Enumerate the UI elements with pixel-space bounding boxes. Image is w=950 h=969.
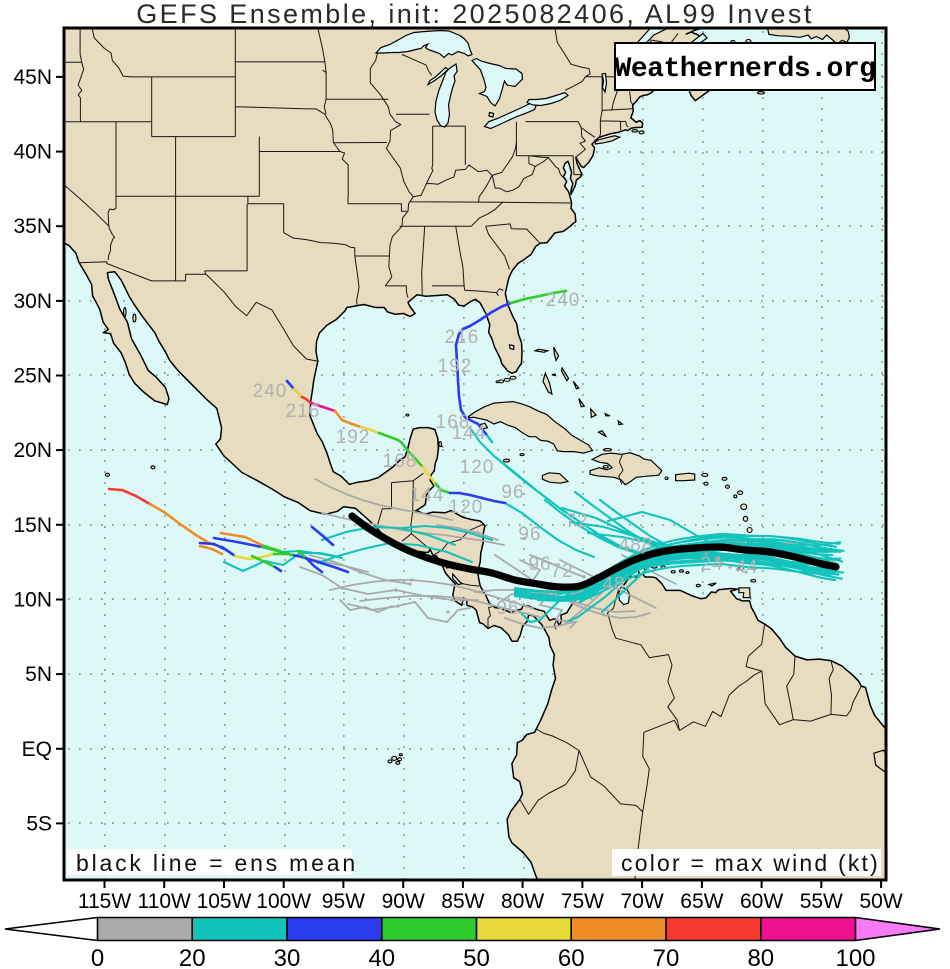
svg-text:40N: 40N — [13, 141, 52, 164]
svg-text:115W: 115W — [78, 890, 131, 913]
svg-text:100: 100 — [835, 945, 875, 969]
svg-text:0: 0 — [91, 945, 104, 969]
svg-text:96: 96 — [501, 482, 524, 503]
svg-text:60W: 60W — [740, 890, 783, 913]
svg-text:65W: 65W — [680, 890, 723, 913]
svg-text:5S: 5S — [26, 812, 52, 835]
svg-text:105W: 105W — [197, 890, 252, 913]
svg-text:50: 50 — [463, 945, 490, 969]
svg-text:144: 144 — [452, 423, 487, 444]
svg-text:30: 30 — [274, 945, 301, 969]
svg-text:55W: 55W — [800, 890, 843, 913]
svg-text:72: 72 — [565, 511, 588, 532]
svg-text:70: 70 — [653, 945, 680, 969]
svg-text:24: 24 — [700, 554, 723, 575]
svg-text:216: 216 — [286, 401, 321, 422]
svg-text:48: 48 — [602, 574, 625, 595]
svg-text:100W: 100W — [256, 890, 311, 913]
svg-text:45N: 45N — [13, 66, 52, 89]
svg-text:168: 168 — [383, 451, 418, 472]
svg-text:240: 240 — [546, 290, 581, 311]
svg-text:black line = ens mean: black line = ens mean — [76, 850, 358, 876]
svg-text:110W: 110W — [138, 890, 191, 913]
svg-text:90W: 90W — [382, 890, 425, 913]
svg-text:color = max wind (kt): color = max wind (kt) — [621, 850, 880, 876]
svg-text:216: 216 — [445, 327, 480, 348]
svg-text:15N: 15N — [13, 514, 52, 537]
svg-text:40: 40 — [368, 945, 395, 969]
svg-text:70W: 70W — [621, 890, 664, 913]
svg-text:120: 120 — [460, 457, 495, 478]
svg-text:95W: 95W — [322, 890, 365, 913]
svg-text:10N: 10N — [13, 589, 52, 612]
svg-text:20: 20 — [179, 945, 206, 969]
svg-text:44: 44 — [735, 557, 758, 578]
svg-text:GEFS Ensemble, init: 202508240: GEFS Ensemble, init: 2025082406, AL99 In… — [136, 0, 813, 29]
svg-text:96: 96 — [496, 598, 519, 619]
svg-text:60: 60 — [558, 945, 585, 969]
svg-text:96: 96 — [528, 554, 551, 575]
svg-text:25N: 25N — [13, 365, 52, 388]
svg-text:144: 144 — [410, 485, 445, 506]
svg-text:35N: 35N — [13, 215, 52, 238]
svg-text:120: 120 — [449, 497, 484, 518]
svg-text:75W: 75W — [561, 890, 604, 913]
svg-text:5N: 5N — [25, 663, 52, 686]
svg-text:168: 168 — [436, 412, 471, 433]
svg-text:80: 80 — [747, 945, 774, 969]
svg-text:20N: 20N — [13, 439, 52, 462]
svg-text:30N: 30N — [13, 290, 52, 313]
svg-text:Weathernerds.org: Weathernerds.org — [615, 54, 876, 85]
svg-text:80W: 80W — [501, 890, 544, 913]
svg-text:192: 192 — [336, 427, 371, 448]
svg-text:192: 192 — [438, 356, 473, 377]
svg-text:240: 240 — [253, 381, 288, 402]
svg-text:85W: 85W — [441, 890, 484, 913]
svg-text:72: 72 — [550, 561, 573, 582]
svg-text:50W: 50W — [860, 890, 903, 913]
svg-text:488: 488 — [619, 535, 654, 556]
svg-text:EQ: EQ — [22, 738, 52, 761]
svg-text:96: 96 — [518, 524, 541, 545]
